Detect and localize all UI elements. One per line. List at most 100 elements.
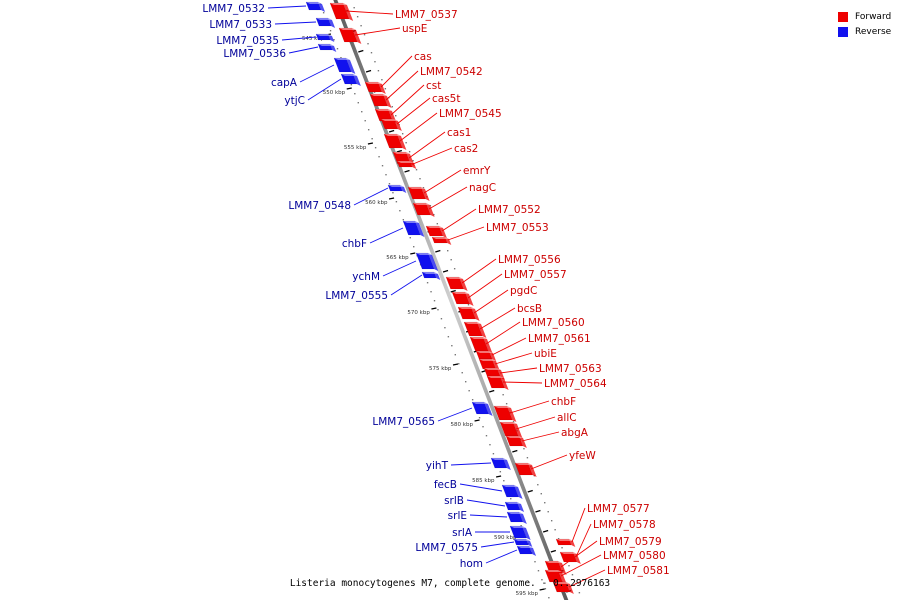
reverse-gene-label[interactable]: LMM7_0536 <box>223 48 286 60</box>
forward-gene-label[interactable]: LMM7_0557 <box>504 269 567 281</box>
forward-gene-label[interactable]: abgA <box>561 427 589 439</box>
forward-leader-line <box>515 416 556 430</box>
scale-dot <box>450 259 452 261</box>
forward-gene-label[interactable]: LMM7_0552 <box>478 204 541 216</box>
reverse-swatch <box>838 26 848 37</box>
forward-gene-label[interactable]: LMM7_0577 <box>587 503 650 515</box>
scale-dash <box>550 549 557 553</box>
reverse-gene-block <box>333 57 356 74</box>
forward-gene-label[interactable]: chbF <box>551 396 576 408</box>
forward-leader-line <box>396 97 431 125</box>
reverse-gene-label[interactable]: srlA <box>452 527 473 539</box>
forward-gene-label[interactable]: nagC <box>469 182 496 194</box>
forward-gene-label[interactable]: LMM7_0561 <box>528 333 591 345</box>
forward-leader-line <box>461 258 497 284</box>
forward-gene-label[interactable]: LMM7_0564 <box>544 378 607 390</box>
forward-gene-label[interactable]: LMM7_0553 <box>486 222 549 234</box>
scale-dot <box>447 250 449 252</box>
reverse-gene-label[interactable]: ychM <box>352 271 380 283</box>
forward-gene-block <box>486 375 509 390</box>
reverse-gene-label[interactable]: chbF <box>342 238 367 250</box>
scale-dot <box>492 453 495 455</box>
forward-leader-line <box>494 352 533 365</box>
forward-gene-block <box>412 202 435 217</box>
forward-leader-line <box>423 169 462 194</box>
scale-dash <box>527 489 533 493</box>
reverse-gene-label[interactable]: LMM7_0533 <box>209 19 272 31</box>
forward-gene-label[interactable]: LMM7_0580 <box>603 550 666 562</box>
forward-gene-label[interactable]: LMM7_0578 <box>593 519 656 531</box>
forward-gene-label[interactable]: LMM7_0579 <box>599 536 662 548</box>
reverse-gene-block <box>421 271 441 280</box>
reverse-gene-label[interactable]: srlE <box>448 510 467 522</box>
forward-gene-label[interactable]: LMM7_0537 <box>395 9 458 21</box>
reverse-gene-block <box>509 525 531 540</box>
scale-dot <box>571 574 574 576</box>
scale-dot <box>537 570 540 572</box>
scale-dot <box>520 525 522 527</box>
scale-dot <box>510 498 512 500</box>
reverse-gene-label[interactable]: LMM7_0535 <box>216 35 279 47</box>
forward-gene-label[interactable]: cas2 <box>454 143 478 155</box>
forward-gene-label[interactable]: LMM7_0545 <box>439 108 502 120</box>
reverse-leader-line <box>480 541 515 548</box>
scale-dot <box>454 354 456 356</box>
kbp-tick-mark <box>367 142 374 145</box>
forward-gene-label[interactable]: LMM7_0563 <box>539 363 602 375</box>
scale-dash <box>358 49 364 53</box>
kbp-tick-label: 560 kbp <box>365 200 388 206</box>
reverse-gene-label[interactable]: LMM7_0555 <box>325 290 388 302</box>
reverse-gene-label[interactable]: fecB <box>434 479 457 491</box>
forward-gene-label[interactable]: ubiE <box>534 348 557 360</box>
forward-gene-label[interactable]: cas <box>414 51 432 63</box>
forward-gene-block <box>559 551 581 564</box>
forward-gene-label[interactable]: allC <box>557 412 577 424</box>
forward-gene-label[interactable]: LMM7_0581 <box>607 565 670 577</box>
forward-gene-label[interactable]: cas1 <box>447 127 471 139</box>
forward-gene-label[interactable]: LMM7_0556 <box>498 254 561 266</box>
reverse-gene-label[interactable]: LMM7_0575 <box>415 542 478 554</box>
scale-dot <box>381 79 383 81</box>
scale-dash <box>435 249 441 253</box>
scale-dot <box>360 25 362 27</box>
reverse-gene-label[interactable]: LMM7_0565 <box>372 416 435 428</box>
scale-dot <box>322 12 325 14</box>
scale-dot <box>401 133 404 135</box>
reverse-leader-line <box>459 483 503 492</box>
reverse-leader-line <box>469 514 508 518</box>
forward-gene-label[interactable]: LMM7_0560 <box>522 317 585 329</box>
reverse-gene-label[interactable]: capA <box>271 77 298 89</box>
reverse-gene-label[interactable]: ytjC <box>284 95 305 107</box>
scale-dot <box>412 160 414 162</box>
forward-gene-label[interactable]: yfeW <box>569 450 596 462</box>
scale-dot <box>371 138 373 140</box>
reverse-leader-line <box>267 5 307 9</box>
kbp-tick-mark <box>346 87 352 90</box>
scale-dot <box>413 246 415 248</box>
forward-gene-label[interactable]: pgdC <box>510 285 537 297</box>
reverse-gene-block <box>516 545 537 556</box>
forward-gene-label[interactable]: emrY <box>463 165 491 177</box>
forward-gene-label[interactable]: LMM7_0542 <box>420 66 483 78</box>
scale-dot <box>399 210 401 212</box>
kbp-tick-label: 590 kbp <box>494 535 517 541</box>
scale-dot <box>350 84 353 86</box>
reverse-gene-label[interactable]: yihT <box>426 460 449 472</box>
forward-gene-label[interactable]: cst <box>426 80 441 92</box>
forward-leader-line <box>575 523 592 558</box>
scale-dot <box>354 93 356 95</box>
forward-gene-block <box>514 462 537 477</box>
reverse-gene-block <box>305 1 326 12</box>
forward-gene-label[interactable]: cas5t <box>432 93 460 105</box>
forward-gene-label[interactable]: uspE <box>402 23 427 35</box>
scale-dot <box>523 448 525 450</box>
scale-dot <box>471 399 474 401</box>
reverse-gene-block <box>387 184 407 193</box>
reverse-gene-block <box>315 33 335 42</box>
reverse-gene-label[interactable]: LMM7_0548 <box>288 200 351 212</box>
forward-leader-line <box>390 84 425 116</box>
reverse-gene-label[interactable]: LMM7_0532 <box>202 3 265 15</box>
reverse-gene-label[interactable]: hom <box>460 558 483 570</box>
forward-gene-label[interactable]: bcsB <box>517 303 542 315</box>
reverse-gene-label[interactable]: srlB <box>444 495 464 507</box>
